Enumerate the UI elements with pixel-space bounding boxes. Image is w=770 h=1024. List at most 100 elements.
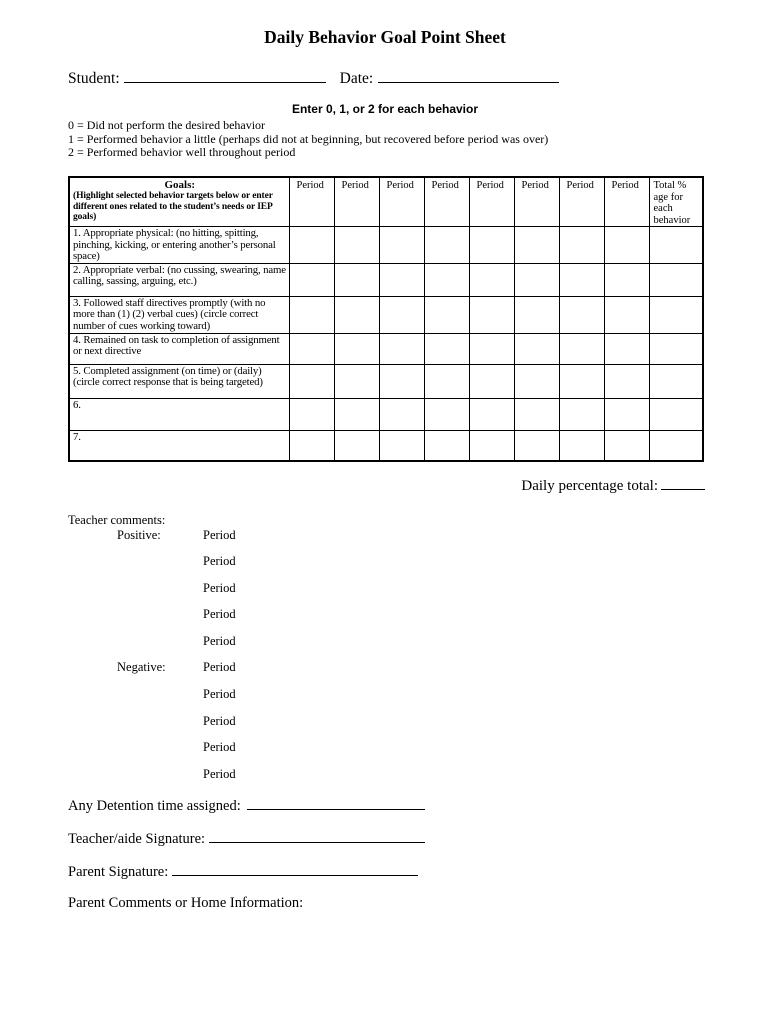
period-score-cell[interactable] xyxy=(423,363,470,399)
daily-total-row: Daily percentage total: xyxy=(521,477,705,495)
student-input-line[interactable] xyxy=(123,69,326,83)
period-score-cell[interactable] xyxy=(558,429,605,462)
period-score-cell[interactable] xyxy=(468,295,515,334)
period-score-cell[interactable] xyxy=(558,295,605,334)
period-score-cell[interactable] xyxy=(468,429,515,462)
parent-comments-label: Parent Comments or Home Information: xyxy=(68,895,304,911)
parent-signature-row: Parent Signature: xyxy=(68,862,419,881)
total-percentage-cell[interactable] xyxy=(648,332,704,365)
period-score-cell[interactable] xyxy=(423,332,470,365)
period-score-cell[interactable] xyxy=(423,262,470,297)
goals-header-cell: Goals: (Highlight selected behavior targ… xyxy=(68,176,290,227)
goals-header-note: (Highlight selected behavior targets bel… xyxy=(73,191,273,223)
period-score-cell[interactable] xyxy=(333,262,380,297)
period-score-cell[interactable] xyxy=(513,295,560,334)
period-score-cell[interactable] xyxy=(603,363,650,399)
period-score-cell[interactable] xyxy=(558,262,605,297)
period-score-cell[interactable] xyxy=(513,397,560,431)
period-score-cell[interactable] xyxy=(468,397,515,431)
teacher-signature-row: Teacher/aide Signature: xyxy=(68,829,426,848)
period-score-cell[interactable] xyxy=(378,429,425,462)
period-score-cell[interactable] xyxy=(288,397,335,431)
table-row: 2. Appropriate verbal: (no cussing, swea… xyxy=(68,262,704,297)
period-comment-label: Period xyxy=(203,766,236,781)
period-score-cell[interactable] xyxy=(423,397,470,431)
period-score-cell[interactable] xyxy=(333,363,380,399)
teacher-signature-label: Teacher/aide Signature: xyxy=(68,831,206,847)
period-score-cell[interactable] xyxy=(333,397,380,431)
table-row: 7. xyxy=(68,429,704,462)
positive-label: Positive: xyxy=(117,527,161,542)
period-score-cell[interactable] xyxy=(468,226,515,264)
period-score-cell[interactable] xyxy=(288,295,335,334)
period-score-cell[interactable] xyxy=(513,363,560,399)
period-score-cell[interactable] xyxy=(423,429,470,462)
goal-label: 7. xyxy=(68,429,290,462)
teacher-comment-line: Period xyxy=(68,554,236,581)
period-score-cell[interactable] xyxy=(378,295,425,334)
daily-total-input-line[interactable] xyxy=(661,477,705,490)
detention-input-line[interactable] xyxy=(246,796,425,810)
legend-line-1: 1 = Performed behavior a little (perhaps… xyxy=(68,131,549,146)
period-score-cell[interactable] xyxy=(288,226,335,264)
teacher-comment-line: Negative: Period xyxy=(68,660,236,687)
period-score-cell[interactable] xyxy=(513,332,560,365)
total-percentage-cell[interactable] xyxy=(648,226,704,264)
period-score-cell[interactable] xyxy=(603,226,650,264)
period-score-cell[interactable] xyxy=(378,397,425,431)
period-score-cell[interactable] xyxy=(468,262,515,297)
total-percentage-cell[interactable] xyxy=(648,363,704,399)
period-header-cell: Period xyxy=(288,176,335,227)
period-comment-label: Period xyxy=(203,580,236,595)
period-score-cell[interactable] xyxy=(378,262,425,297)
period-score-cell[interactable] xyxy=(558,397,605,431)
period-score-cell[interactable] xyxy=(378,363,425,399)
period-score-cell[interactable] xyxy=(423,226,470,264)
teacher-comments-heading: Teacher comments: xyxy=(68,513,166,527)
student-label: Student: xyxy=(68,70,120,87)
total-percentage-cell[interactable] xyxy=(648,295,704,334)
period-score-cell[interactable] xyxy=(603,429,650,462)
negative-label: Negative: xyxy=(117,660,166,675)
period-comment-label: Period xyxy=(203,607,236,622)
period-score-cell[interactable] xyxy=(333,295,380,334)
daily-total-label: Daily percentage total: xyxy=(521,478,658,494)
legend-line-2: 2 = Performed behavior well throughout p… xyxy=(68,145,296,159)
period-score-cell[interactable] xyxy=(288,429,335,462)
teacher-signature-input-line[interactable] xyxy=(209,829,426,843)
period-score-cell[interactable] xyxy=(603,332,650,365)
period-score-cell[interactable] xyxy=(333,429,380,462)
period-score-cell[interactable] xyxy=(603,295,650,334)
period-score-cell[interactable] xyxy=(558,332,605,365)
date-input-line[interactable] xyxy=(378,69,560,83)
total-percentage-cell[interactable] xyxy=(648,429,704,462)
period-score-cell[interactable] xyxy=(513,262,560,297)
period-comment-label: Period xyxy=(203,633,236,648)
teacher-comment-line: Period xyxy=(68,767,236,794)
page-title: Daily Behavior Goal Point Sheet xyxy=(264,27,506,47)
parent-signature-input-line[interactable] xyxy=(172,862,419,876)
period-score-cell[interactable] xyxy=(603,397,650,431)
period-score-cell[interactable] xyxy=(558,363,605,399)
period-score-cell[interactable] xyxy=(558,226,605,264)
period-score-cell[interactable] xyxy=(468,332,515,365)
period-score-cell[interactable] xyxy=(513,429,560,462)
period-score-cell[interactable] xyxy=(288,332,335,365)
period-score-cell[interactable] xyxy=(423,295,470,334)
period-score-cell[interactable] xyxy=(468,363,515,399)
total-percentage-cell[interactable] xyxy=(648,262,704,297)
behavior-goals-table: Goals: (Highlight selected behavior targ… xyxy=(68,176,704,463)
period-score-cell[interactable] xyxy=(333,332,380,365)
goal-label: 6. xyxy=(68,397,290,431)
goal-label: 4. Remained on task to completion of ass… xyxy=(68,332,290,365)
period-score-cell[interactable] xyxy=(513,226,560,264)
period-header-cell: Period xyxy=(468,176,515,227)
period-score-cell[interactable] xyxy=(288,262,335,297)
period-score-cell[interactable] xyxy=(378,332,425,365)
period-score-cell[interactable] xyxy=(333,226,380,264)
period-score-cell[interactable] xyxy=(603,262,650,297)
period-score-cell[interactable] xyxy=(378,226,425,264)
period-score-cell[interactable] xyxy=(288,363,335,399)
teacher-comments-section: Teacher comments: Positive: Period Period P… xyxy=(68,513,236,793)
total-percentage-cell[interactable] xyxy=(648,397,704,431)
